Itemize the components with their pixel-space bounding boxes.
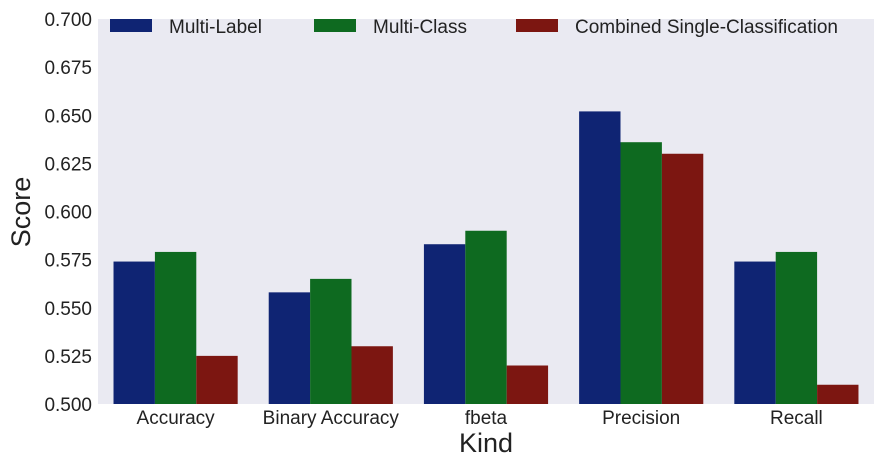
bars-group [113, 111, 859, 405]
x-tick-label: Accuracy [137, 408, 216, 429]
bar [579, 111, 621, 405]
x-tick-label: Binary Accuracy [263, 408, 400, 429]
bar [310, 278, 352, 404]
bar [775, 251, 818, 404]
legend-label: Multi-Class [373, 17, 467, 38]
y-tick-label: 0.525 [44, 347, 92, 368]
x-axis-title: Kind [459, 428, 513, 458]
y-tick-label: 0.625 [44, 154, 92, 175]
legend-swatch [110, 19, 152, 32]
legend-label: Combined Single-Classification [575, 17, 838, 38]
x-tick-label: Precision [602, 408, 680, 429]
legend-swatch [516, 19, 558, 32]
bar [113, 261, 155, 404]
bar [465, 230, 507, 404]
y-tick-label: 0.550 [44, 299, 92, 320]
x-tick-label: Recall [770, 408, 823, 429]
y-tick-labels: 0.500 0.525 0.550 0.575 0.600 0.625 0.650 0.675… [44, 10, 92, 416]
legend-label: Multi-Label [169, 17, 262, 38]
y-tick-label: 0.650 [44, 106, 92, 127]
y-tick-label: 0.700 [44, 10, 92, 31]
legend: Multi-Label Multi-Class Combined Single-Cl… [110, 17, 838, 38]
bar [196, 355, 238, 404]
bar [620, 142, 662, 404]
y-axis-title: Score [6, 177, 36, 248]
bar [423, 244, 466, 404]
bar [351, 346, 393, 404]
bar [268, 292, 311, 404]
x-tick-labels: Accuracy Binary Accuracy fbeta Precision Rec… [137, 408, 823, 429]
bar [506, 365, 549, 404]
bar [817, 384, 859, 404]
y-tick-label: 0.575 [44, 251, 92, 272]
bar [661, 153, 704, 404]
bar [734, 261, 776, 404]
y-tick-label: 0.675 [44, 58, 92, 79]
y-tick-label: 0.500 [44, 395, 92, 416]
x-tick-label: fbeta [465, 408, 508, 429]
legend-swatch [314, 19, 356, 32]
y-tick-label: 0.600 [44, 203, 92, 224]
bar [154, 251, 197, 404]
